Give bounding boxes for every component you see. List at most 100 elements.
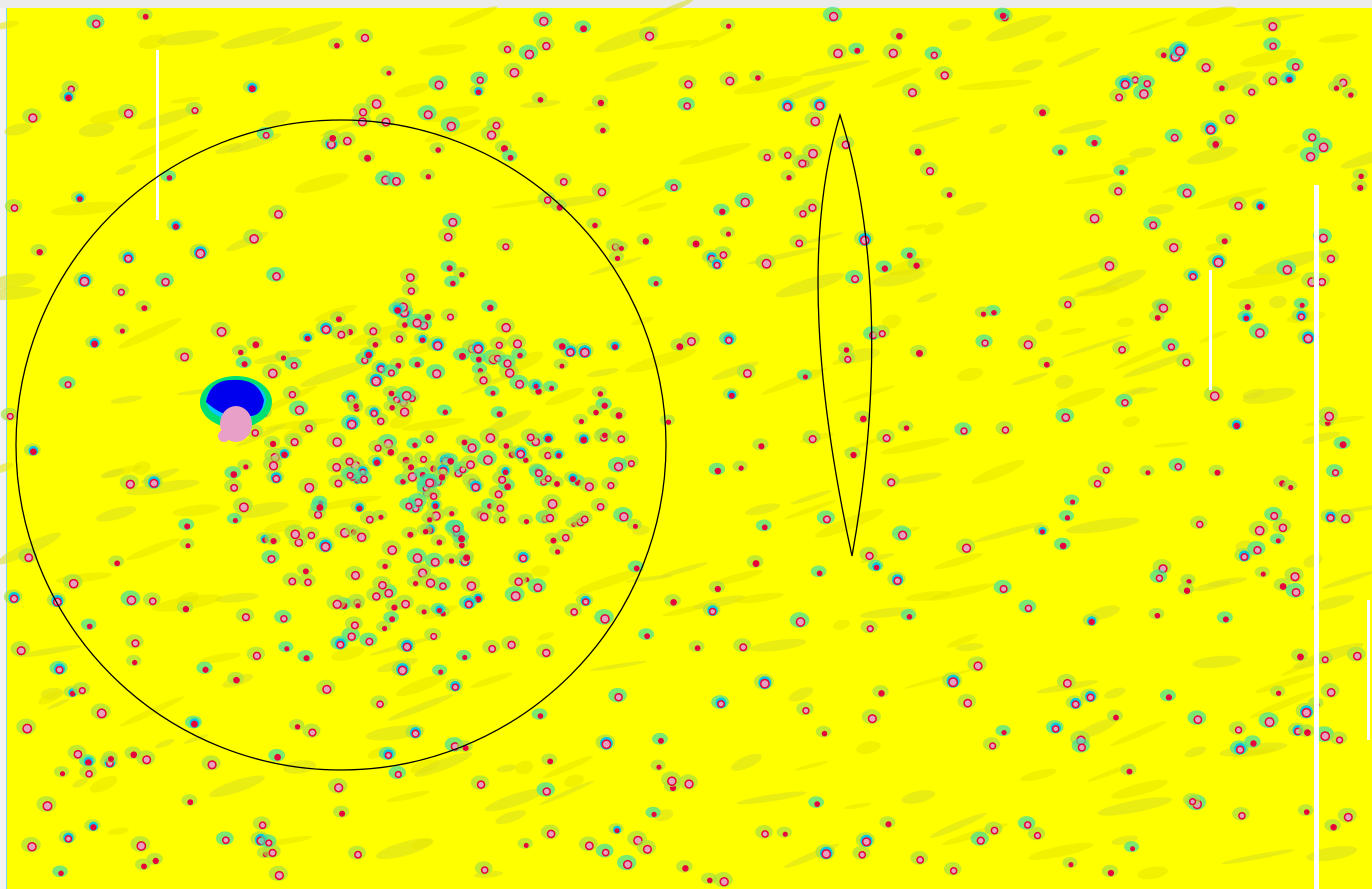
- noise-patch: [1035, 318, 1054, 332]
- star: [394, 307, 402, 314]
- star-field: [0, 6, 1368, 888]
- noise-patch: [1242, 387, 1296, 404]
- star-core: [1215, 259, 1222, 266]
- star-core: [543, 43, 550, 49]
- star-core: [1053, 726, 1058, 732]
- star: [91, 340, 98, 348]
- star-core: [360, 109, 366, 115]
- star-core: [409, 288, 414, 294]
- star-core: [726, 78, 733, 85]
- noise-patch: [129, 129, 199, 161]
- noise-patch: [491, 198, 551, 209]
- noise-patch: [871, 67, 922, 88]
- star-core: [309, 729, 316, 736]
- star: [1057, 149, 1064, 155]
- star-core: [273, 273, 280, 280]
- star: [726, 23, 732, 29]
- star: [130, 751, 138, 759]
- star-core: [1266, 718, 1274, 726]
- star-core: [1235, 203, 1242, 209]
- star-core: [12, 205, 17, 211]
- star-core: [323, 326, 330, 333]
- noise-patch: [574, 568, 645, 595]
- star: [335, 316, 342, 323]
- star-core: [394, 397, 399, 403]
- noise-patch: [895, 472, 943, 484]
- star: [187, 799, 194, 806]
- noise-patch: [1122, 416, 1140, 427]
- noise-patch: [1073, 278, 1125, 298]
- star-core: [250, 235, 258, 243]
- star-core: [526, 51, 533, 58]
- star-core: [1157, 576, 1162, 581]
- star: [425, 174, 432, 180]
- star: [600, 127, 606, 134]
- star-core: [500, 517, 505, 522]
- star-core: [990, 743, 995, 749]
- star: [447, 457, 455, 465]
- noise-patch: [1303, 554, 1323, 568]
- noise-patch: [1153, 442, 1189, 448]
- star-core: [506, 369, 513, 377]
- streak: [1314, 185, 1319, 889]
- star: [407, 531, 414, 538]
- noise-patch: [227, 133, 282, 153]
- star: [356, 505, 363, 512]
- star-core: [608, 483, 614, 488]
- star: [1113, 714, 1119, 721]
- star-core: [899, 532, 906, 539]
- star: [1286, 76, 1293, 83]
- noise-patch: [485, 410, 532, 435]
- star-core: [598, 504, 604, 510]
- star-core: [335, 480, 341, 487]
- star-core: [1183, 359, 1189, 366]
- star-core: [726, 338, 732, 343]
- noise-patch: [761, 367, 828, 395]
- star-core: [289, 578, 295, 584]
- star: [502, 469, 509, 476]
- noise-patch: [790, 490, 833, 505]
- star: [915, 349, 923, 357]
- circle-region[interactable]: [15, 119, 667, 771]
- star-core: [546, 476, 551, 481]
- star: [755, 75, 761, 81]
- star: [533, 383, 539, 389]
- star: [329, 134, 337, 142]
- star-core: [1354, 653, 1361, 659]
- star: [142, 13, 149, 20]
- star-core: [502, 324, 510, 331]
- star: [90, 824, 97, 831]
- noise-patch: [126, 479, 200, 496]
- star-core: [482, 867, 488, 873]
- star: [692, 240, 700, 248]
- star: [1357, 184, 1364, 191]
- star: [1043, 361, 1050, 368]
- streak: [156, 50, 159, 220]
- star-core: [1236, 727, 1241, 733]
- star-core: [1106, 262, 1113, 270]
- noise-patch: [183, 734, 209, 744]
- star-core: [951, 868, 956, 874]
- noise-patch: [1012, 59, 1044, 73]
- star: [896, 32, 903, 40]
- star-core: [1184, 190, 1191, 197]
- star-core: [268, 556, 275, 562]
- star-core: [816, 102, 823, 109]
- star: [802, 374, 808, 380]
- star: [458, 542, 465, 549]
- noise-patch: [537, 632, 554, 641]
- star: [389, 616, 396, 623]
- star: [738, 465, 744, 471]
- noise-patch: [0, 286, 42, 301]
- star-core: [1239, 813, 1245, 819]
- ellipse-region[interactable]: [817, 112, 873, 557]
- noise-patch: [1060, 327, 1087, 335]
- noise-patch: [1113, 343, 1172, 370]
- star: [316, 504, 324, 512]
- star-core: [396, 772, 401, 777]
- star: [665, 419, 672, 425]
- star-core: [269, 370, 277, 377]
- star: [814, 801, 821, 808]
- star: [1119, 169, 1125, 175]
